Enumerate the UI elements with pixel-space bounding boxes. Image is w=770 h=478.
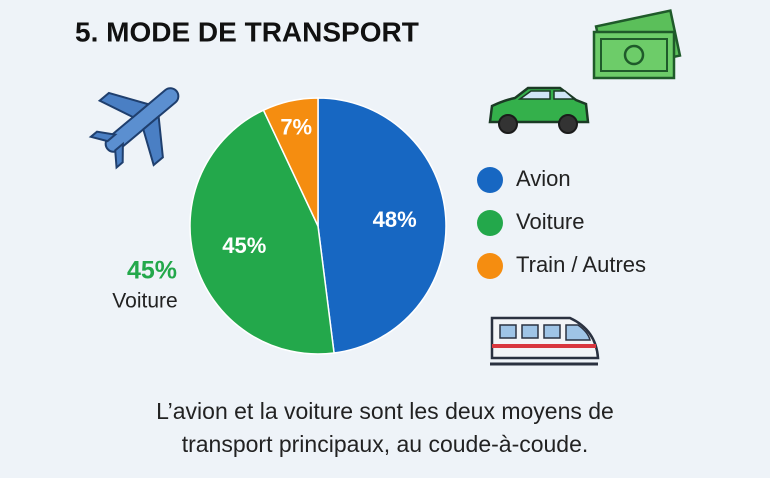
annotation-label: Voiture	[112, 290, 177, 313]
pie-slice	[317, 97, 447, 354]
slice-label: 7%	[280, 114, 312, 139]
legend-marker	[477, 167, 503, 193]
caption-line: transport principaux, au coude-à-coude.	[182, 431, 589, 457]
car-icon	[488, 86, 590, 134]
legend-marker	[477, 253, 503, 279]
money-icon	[592, 9, 682, 80]
slice-label: 48%	[373, 207, 417, 232]
pie-slice	[262, 97, 319, 227]
plane-icon	[88, 87, 180, 170]
train-icon	[490, 316, 600, 366]
slice-label: 45%	[222, 233, 266, 258]
legend-label: Voiture	[516, 209, 585, 234]
legend-label: Train / Autres	[516, 252, 646, 277]
pie-slice	[189, 109, 335, 355]
legend-marker	[477, 210, 503, 236]
annotation-value: 45%	[127, 257, 177, 285]
caption-line: L’avion et la voiture sont les deux moye…	[156, 398, 614, 424]
title: 5. MODE DE TRANSPORT	[75, 16, 419, 47]
legend-label: Avion	[516, 166, 571, 191]
